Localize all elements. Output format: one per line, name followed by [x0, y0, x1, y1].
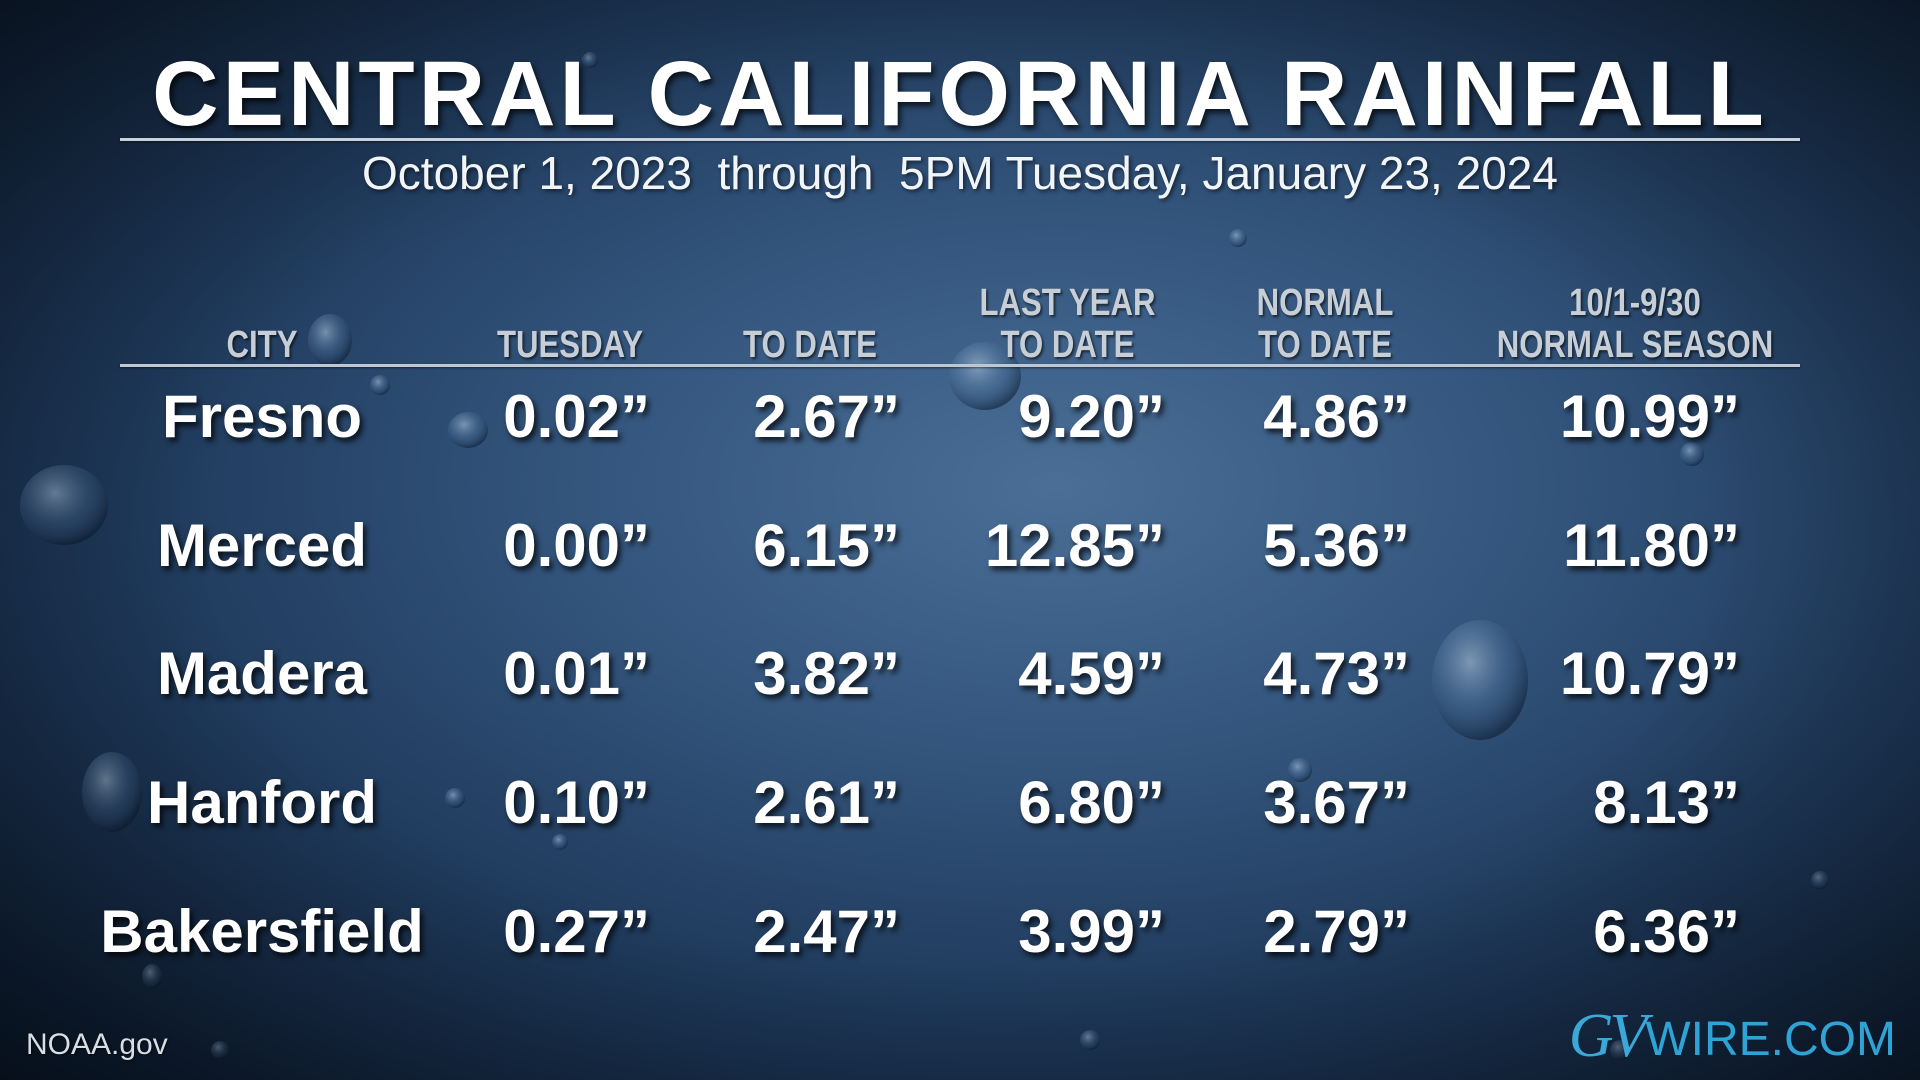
tuesday-value: 0.01”: [503, 640, 650, 707]
column-header-line: TUESDAY: [496, 324, 644, 366]
table-row: Bakersfield 0.27” 2.47” 3.99” 2.79” 6.36…: [0, 892, 1920, 972]
normal-season-value: 6.36”: [1593, 898, 1740, 965]
column-header-tuesday: TUESDAY: [463, 324, 676, 366]
to-date-value: 6.15”: [753, 512, 900, 579]
column-header-line: TO DATE: [1258, 324, 1392, 366]
title-divider: [120, 138, 1800, 141]
column-header-line: CITY: [226, 324, 298, 366]
last-year-value: 6.80”: [1018, 769, 1165, 836]
to-date-value: 2.67”: [753, 383, 900, 450]
last-year-value: 4.59”: [1018, 640, 1165, 707]
logo-gv-mark: GV: [1568, 1002, 1648, 1070]
column-header-city: CITY: [180, 324, 344, 366]
last-year-value: 12.85”: [984, 512, 1165, 579]
gvwire-logo: GV WIRE.COM: [1569, 1004, 1896, 1068]
column-header-normal-season: 10/1-9/30 NORMAL SEASON: [1459, 282, 1812, 366]
column-header-line: 10/1-9/30: [1569, 282, 1701, 324]
normal-to-date-value: 3.67”: [1263, 769, 1410, 836]
table-row: Madera 0.01” 3.82” 4.59” 4.73” 10.79”: [0, 634, 1920, 714]
last-year-value: 9.20”: [1018, 383, 1165, 450]
normal-to-date-value: 5.36”: [1263, 512, 1410, 579]
to-date-value: 2.61”: [753, 769, 900, 836]
column-header-line: NORMAL: [1256, 282, 1394, 324]
normal-season-value: 8.13”: [1593, 769, 1740, 836]
normal-to-date-value: 4.73”: [1263, 640, 1410, 707]
header-divider: [120, 364, 1800, 367]
page-title: CENTRAL CALIFORNIA RAINFALL: [152, 43, 1768, 145]
city-name: Merced: [156, 512, 368, 579]
column-header-to-date: TO DATE: [703, 324, 916, 366]
table-row: Merced 0.00” 6.15” 12.85” 5.36” 11.80”: [0, 506, 1920, 586]
column-header-line: NORMAL SEASON: [1496, 324, 1774, 366]
last-year-value: 3.99”: [1018, 898, 1165, 965]
table-row: Fresno 0.02” 2.67” 9.20” 4.86” 10.99”: [0, 377, 1920, 457]
tuesday-value: 0.27”: [503, 898, 650, 965]
source-credit: NOAA.gov: [26, 1028, 168, 1061]
normal-season-value: 10.99”: [1559, 383, 1740, 450]
tuesday-value: 0.02”: [503, 383, 650, 450]
normal-season-value: 11.80”: [1563, 512, 1740, 579]
column-header-last-year: LAST YEAR TO DATE: [947, 282, 1189, 366]
normal-season-value: 10.79”: [1559, 640, 1740, 707]
column-header-line: TO DATE: [1000, 324, 1135, 366]
normal-to-date-value: 4.86”: [1263, 383, 1410, 450]
column-header-line: TO DATE: [743, 324, 877, 366]
normal-to-date-value: 2.79”: [1263, 898, 1410, 965]
city-name: Bakersfield: [100, 898, 424, 965]
date-range-subtitle: October 1, 2023 through 5PM Tuesday, Jan…: [362, 147, 1558, 199]
city-name: Fresno: [161, 383, 363, 450]
logo-wordmark: WIRE.COM: [1645, 1013, 1896, 1066]
column-header-line: LAST YEAR: [979, 282, 1156, 324]
city-name: Madera: [156, 640, 368, 707]
tuesday-value: 0.10”: [503, 769, 650, 836]
table-row: Hanford 0.10” 2.61” 6.80” 3.67” 8.13”: [0, 763, 1920, 843]
to-date-value: 2.47”: [753, 898, 900, 965]
column-header-normal-to-date: NORMAL TO DATE: [1206, 282, 1444, 366]
to-date-value: 3.82”: [753, 640, 900, 707]
city-name: Hanford: [147, 769, 377, 836]
tuesday-value: 0.00”: [503, 512, 650, 579]
